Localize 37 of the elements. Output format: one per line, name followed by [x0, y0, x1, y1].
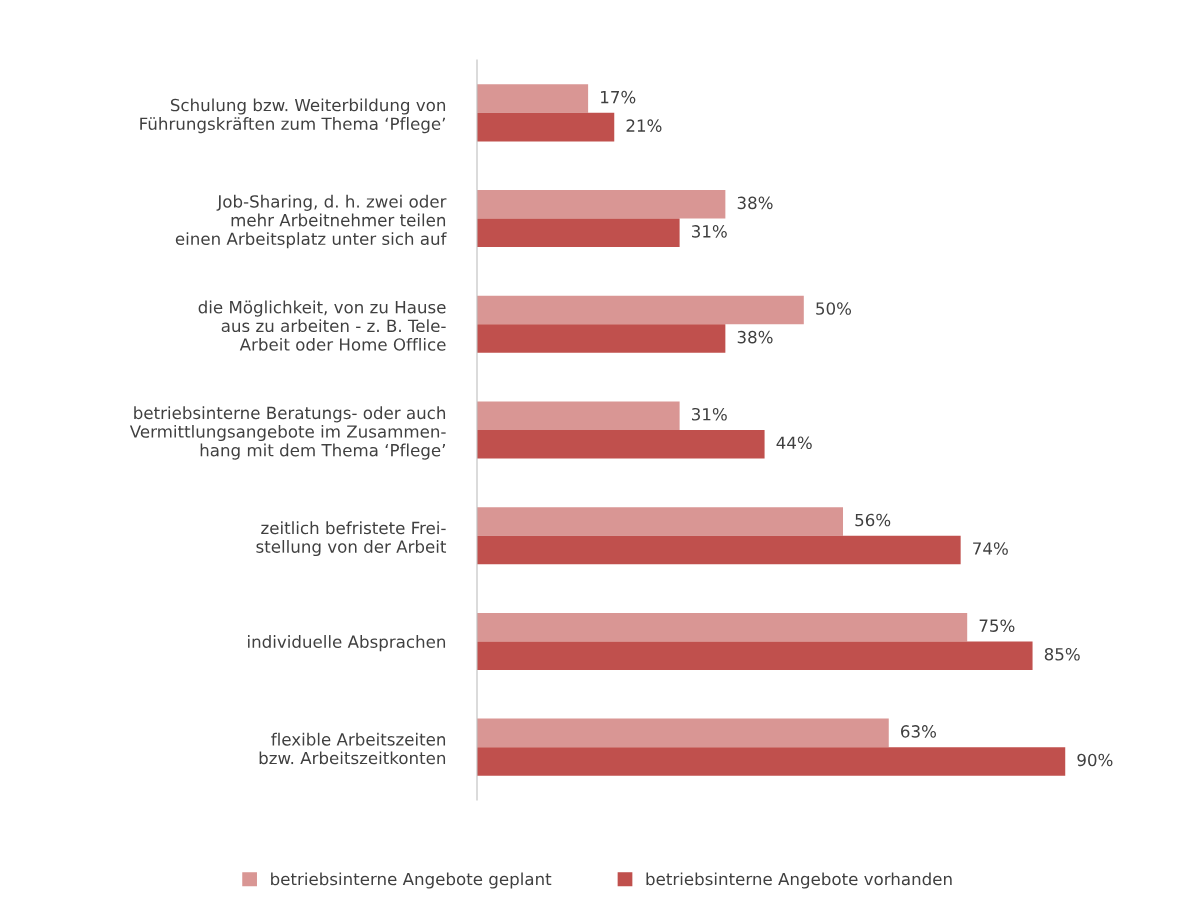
bar: [477, 218, 680, 248]
data-label: 63%: [901, 725, 936, 738]
y-tick-label: betriebsinterne Beratungs- oder auch Vermittlungsangebote im Zusammen- hang mit dem Thema ‘Pflege’: [129, 406, 446, 460]
y-tick-label: zeitlich befristete Frei- stellung von der Arbeit: [256, 521, 447, 557]
bar: [477, 507, 844, 536]
data-label: 90%: [1077, 753, 1113, 767]
bar: [477, 401, 680, 430]
y-tick-label: Schulung bzw. Weiterbildung von Führungskräften zum Thema ‘Pflege’: [140, 98, 446, 134]
data-label: 38%: [737, 196, 773, 210]
bar: [477, 612, 968, 642]
bar: [477, 430, 765, 459]
bar: [477, 324, 726, 353]
data-label: 74%: [973, 542, 1008, 555]
bar: [477, 641, 1033, 670]
data-label: 31%: [692, 225, 727, 238]
bar: [477, 112, 615, 142]
data-label: 85%: [1044, 647, 1080, 661]
y-tick-label: Job-Sharing, d. h. zwei oder mehr Arbeitnehmer teilen einen Arbeitsplatz unter sich auf: [175, 194, 447, 249]
data-label: 31%: [692, 407, 727, 421]
data-label: 50%: [816, 302, 852, 315]
bar: [477, 747, 1066, 776]
data-label: 56%: [855, 513, 891, 527]
legend-label: betriebsinterne Angebote vorhanden: [646, 872, 952, 889]
bar: [477, 295, 804, 325]
data-label: 21%: [626, 119, 662, 132]
y-tick-label: individuelle Absprachen: [248, 635, 446, 652]
bar: [477, 718, 889, 748]
data-label: 75%: [979, 619, 1015, 632]
bar: [477, 190, 726, 219]
data-label: 38%: [737, 330, 773, 344]
data-label: 44%: [776, 436, 812, 450]
bar: [477, 535, 961, 565]
legend-label: betriebsinterne Angebote geplant: [271, 872, 552, 889]
data-label: 17%: [601, 90, 636, 104]
y-tick-label: flexible Arbeitszeiten bzw. Arbeitszeitkonten: [259, 732, 446, 765]
y-tick-label: die Möglichkeit, von zu Hause aus zu arbeiten - z. B. Tele- Arbeit oder Home Offlice: [198, 300, 446, 351]
bar: [477, 84, 589, 113]
